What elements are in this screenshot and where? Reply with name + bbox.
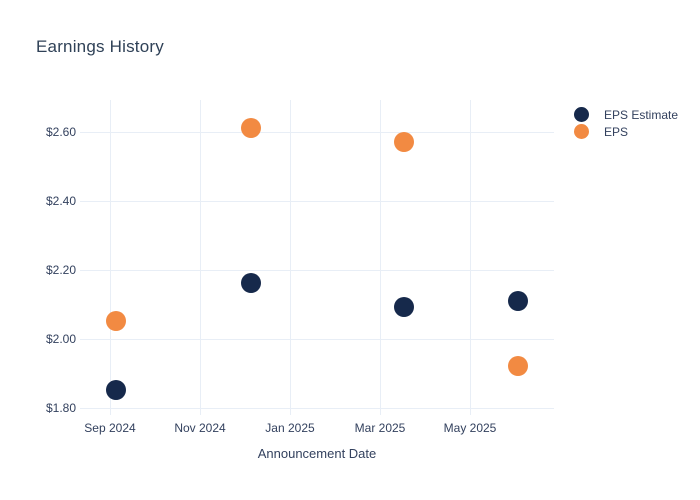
legend: EPS Estimate EPS [574, 106, 678, 140]
x-gridline [470, 100, 471, 415]
x-gridline [290, 100, 291, 415]
data-point-eps-estimate[interactable] [508, 290, 528, 311]
x-tick-label: Jan 2025 [265, 421, 315, 435]
y-tick-label: $2.00 [45, 331, 76, 346]
y-tick-label: $1.80 [45, 400, 76, 415]
y-gridline [80, 338, 554, 340]
legend-item-eps-estimate[interactable]: EPS Estimate [574, 106, 678, 123]
x-gridline [380, 100, 381, 415]
data-point-eps-estimate[interactable] [106, 380, 126, 401]
x-gridline [110, 100, 111, 415]
y-gridline [80, 407, 554, 409]
legend-label: EPS [604, 124, 629, 139]
y-gridline [80, 131, 554, 133]
legend-marker-icon [574, 124, 589, 139]
x-tick-label: Mar 2025 [354, 421, 406, 435]
data-point-eps[interactable] [106, 311, 126, 332]
x-tick-label: Sep 2024 [84, 421, 136, 435]
x-tick-label: May 2025 [443, 421, 497, 435]
x-gridline [200, 100, 201, 415]
data-point-eps-estimate[interactable] [394, 297, 414, 318]
x-tick-label: Nov 2024 [174, 421, 226, 435]
data-point-eps-estimate[interactable] [241, 273, 261, 294]
y-tick-label: $2.40 [45, 193, 76, 208]
y-gridline [80, 269, 554, 271]
legend-item-eps[interactable]: EPS [574, 123, 678, 140]
data-point-eps[interactable] [508, 356, 528, 377]
y-tick-label: $2.60 [45, 124, 76, 139]
y-tick-label: $2.20 [45, 262, 76, 277]
y-gridline [80, 200, 554, 202]
data-point-eps[interactable] [394, 131, 414, 152]
legend-label: EPS Estimate [604, 107, 679, 122]
data-point-eps[interactable] [241, 118, 261, 139]
chart-title: Earnings History [36, 37, 164, 56]
legend-marker-icon [574, 107, 589, 122]
x-axis-title: Announcement Date [257, 446, 377, 461]
